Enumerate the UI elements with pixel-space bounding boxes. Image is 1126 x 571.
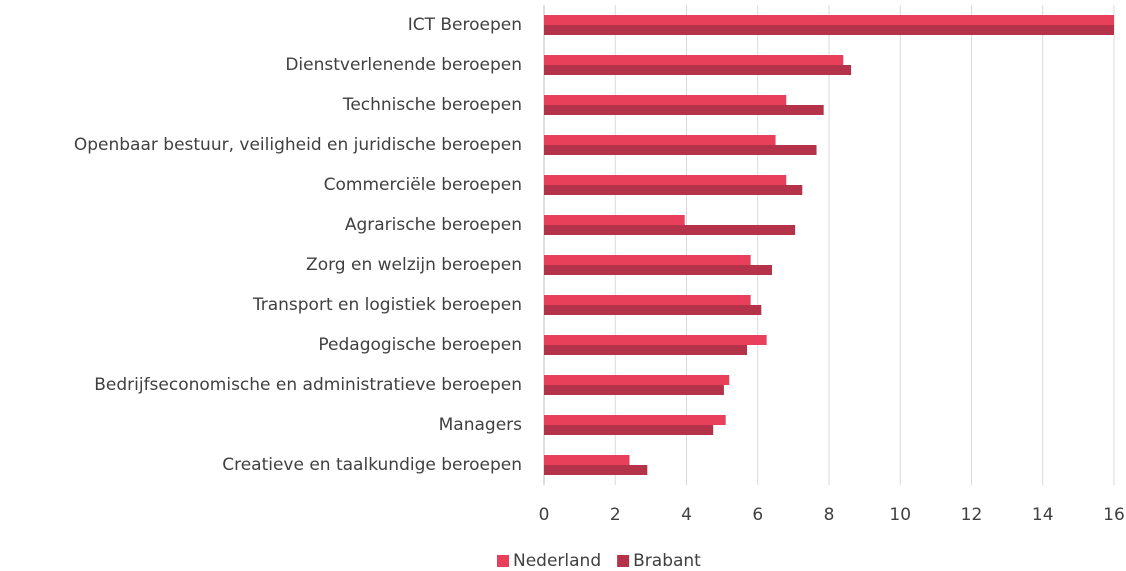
y-tick-label: Agrarische beroepen xyxy=(345,215,522,235)
y-tick-label: Creatieve en taalkundige beroepen xyxy=(222,455,522,475)
bar xyxy=(544,295,751,305)
bar xyxy=(544,225,796,235)
legend-swatch xyxy=(617,555,630,567)
legend-label: Nederland xyxy=(513,551,601,571)
bar xyxy=(544,145,817,155)
bar xyxy=(544,135,776,145)
bar xyxy=(544,415,726,425)
bar xyxy=(544,15,1114,25)
bar xyxy=(544,65,852,75)
y-tick-label: Commerciële beroepen xyxy=(324,175,522,195)
legend-label: Brabant xyxy=(633,551,701,571)
bar xyxy=(544,105,824,115)
y-tick-label: Technische beroepen xyxy=(342,95,522,115)
bar xyxy=(544,345,748,355)
x-tick-label: 6 xyxy=(752,505,763,525)
x-tick-label: 10 xyxy=(889,505,911,525)
x-tick-label: 12 xyxy=(961,505,983,525)
y-tick-label: Dienstverlenende beroepen xyxy=(285,55,522,75)
y-tick-label: ICT Beroepen xyxy=(408,15,522,35)
y-tick-label: Zorg en welzijn beroepen xyxy=(306,255,522,275)
x-tick-label: 4 xyxy=(681,505,692,525)
bar xyxy=(544,25,1114,35)
x-tick-label: 14 xyxy=(1032,505,1054,525)
bar xyxy=(544,55,844,65)
bar xyxy=(544,185,803,195)
x-tick-label: 2 xyxy=(610,505,621,525)
bar xyxy=(544,265,772,275)
bar xyxy=(544,425,714,435)
bar xyxy=(544,305,762,315)
y-tick-label: Openbaar bestuur, veiligheid en juridisc… xyxy=(74,135,522,155)
y-tick-label: Transport en logistiek beroepen xyxy=(252,295,522,315)
bar xyxy=(544,335,767,345)
x-tick-label: 0 xyxy=(539,505,550,525)
y-tick-label: Managers xyxy=(439,415,523,435)
bar xyxy=(544,455,630,465)
y-tick-label: Bedrijfseconomische en administratieve b… xyxy=(94,375,522,395)
bar xyxy=(544,385,724,395)
bar xyxy=(544,95,787,105)
y-tick-label: Pedagogische beroepen xyxy=(318,335,522,355)
bar xyxy=(544,215,685,225)
bar xyxy=(544,465,648,475)
bar xyxy=(544,255,751,265)
bar xyxy=(544,375,730,385)
legend-swatch xyxy=(497,555,509,567)
x-tick-label: 8 xyxy=(824,505,835,525)
bar xyxy=(544,175,787,185)
x-tick-label: 16 xyxy=(1103,505,1125,525)
